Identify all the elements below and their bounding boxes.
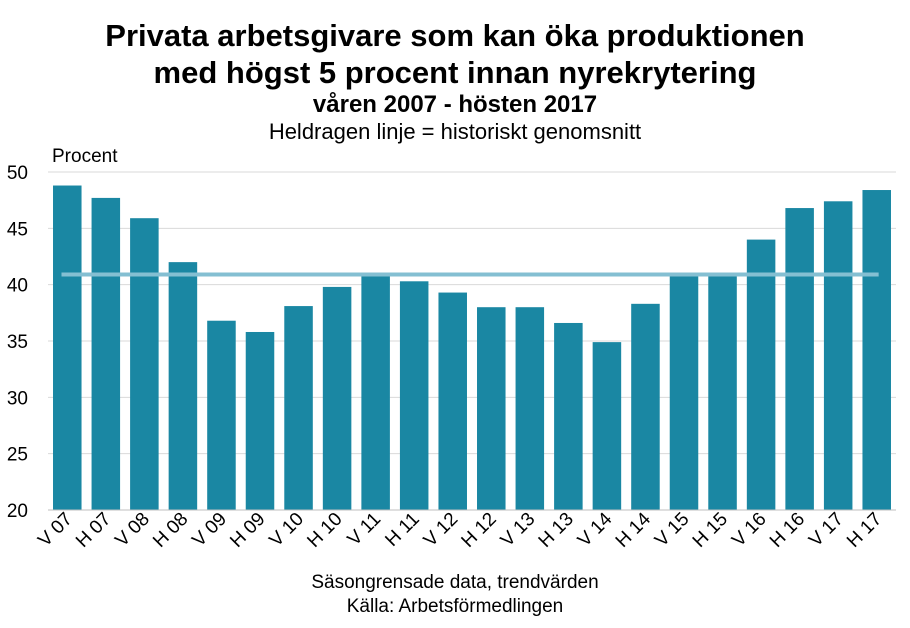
x-tick-label: H 09 xyxy=(226,509,269,552)
bar xyxy=(823,201,853,510)
x-tick-label: H 13 xyxy=(535,509,578,552)
x-tick-label: V 12 xyxy=(420,509,462,551)
y-tick-label: 50 xyxy=(7,163,28,184)
x-tick-label: H 14 xyxy=(612,508,656,552)
bar xyxy=(515,307,545,510)
x-tick-label: V 14 xyxy=(574,508,617,551)
x-tick-label: V 16 xyxy=(728,509,770,551)
x-tick-label: H 10 xyxy=(303,509,346,552)
x-tick-label: V 17 xyxy=(805,509,847,551)
x-tick-label: V 08 xyxy=(111,509,153,551)
y-tick-label: 45 xyxy=(7,219,28,240)
y-axis-label: Procent xyxy=(52,146,118,167)
bar xyxy=(477,307,506,510)
bar xyxy=(554,322,583,510)
bar xyxy=(168,262,198,510)
x-tick-label: H 12 xyxy=(458,509,501,552)
chart-subtitle: våren 2007 - hösten 2017 xyxy=(312,91,598,118)
y-tick-label: 40 xyxy=(7,276,28,297)
x-tick-label: H 07 xyxy=(72,509,115,552)
bar xyxy=(361,274,390,510)
bar xyxy=(207,320,236,510)
bar xyxy=(399,281,429,510)
x-tick-label: H 17 xyxy=(843,509,886,552)
bar xyxy=(862,190,891,510)
x-axis-label: Säsongrensade data, trendvärden xyxy=(311,572,599,593)
x-tick-label: V 15 xyxy=(651,509,693,551)
x-tick-label: H 15 xyxy=(689,509,732,552)
chart-title: Privata arbetsgivare som kan öka produkt… xyxy=(105,18,805,53)
bar xyxy=(130,218,159,510)
bar xyxy=(669,274,699,510)
bar xyxy=(245,331,275,510)
bar xyxy=(746,239,776,510)
chart-note: Heldragen linje = historiskt genomsnitt xyxy=(268,119,642,144)
chart-title-line2: med högst 5 procent innan nyrekrytering xyxy=(153,55,757,90)
y-tick-label: 25 xyxy=(7,445,28,466)
x-tick-label: V 09 xyxy=(188,509,230,551)
source-note: Källa: Arbetsförmedlingen xyxy=(346,596,564,617)
bar xyxy=(631,303,660,510)
y-tick-label: 30 xyxy=(7,388,28,409)
bar xyxy=(785,208,814,510)
bar xyxy=(284,306,313,510)
bar xyxy=(438,292,467,510)
bar xyxy=(91,197,121,510)
x-tick-label: V 11 xyxy=(344,509,385,550)
bar xyxy=(53,185,82,510)
x-tick-label: V 13 xyxy=(497,509,539,551)
x-tick-label: H 16 xyxy=(766,509,809,552)
x-tick-label: H 11 xyxy=(381,509,423,551)
x-tick-label: H 08 xyxy=(149,509,192,552)
bar xyxy=(592,342,622,510)
bar xyxy=(708,274,737,510)
x-tick-label: V 10 xyxy=(266,509,308,551)
bar xyxy=(322,286,352,510)
y-tick-label: 20 xyxy=(7,501,28,522)
x-tick-label: V 07 xyxy=(34,509,76,551)
y-tick-label: 35 xyxy=(7,332,28,353)
